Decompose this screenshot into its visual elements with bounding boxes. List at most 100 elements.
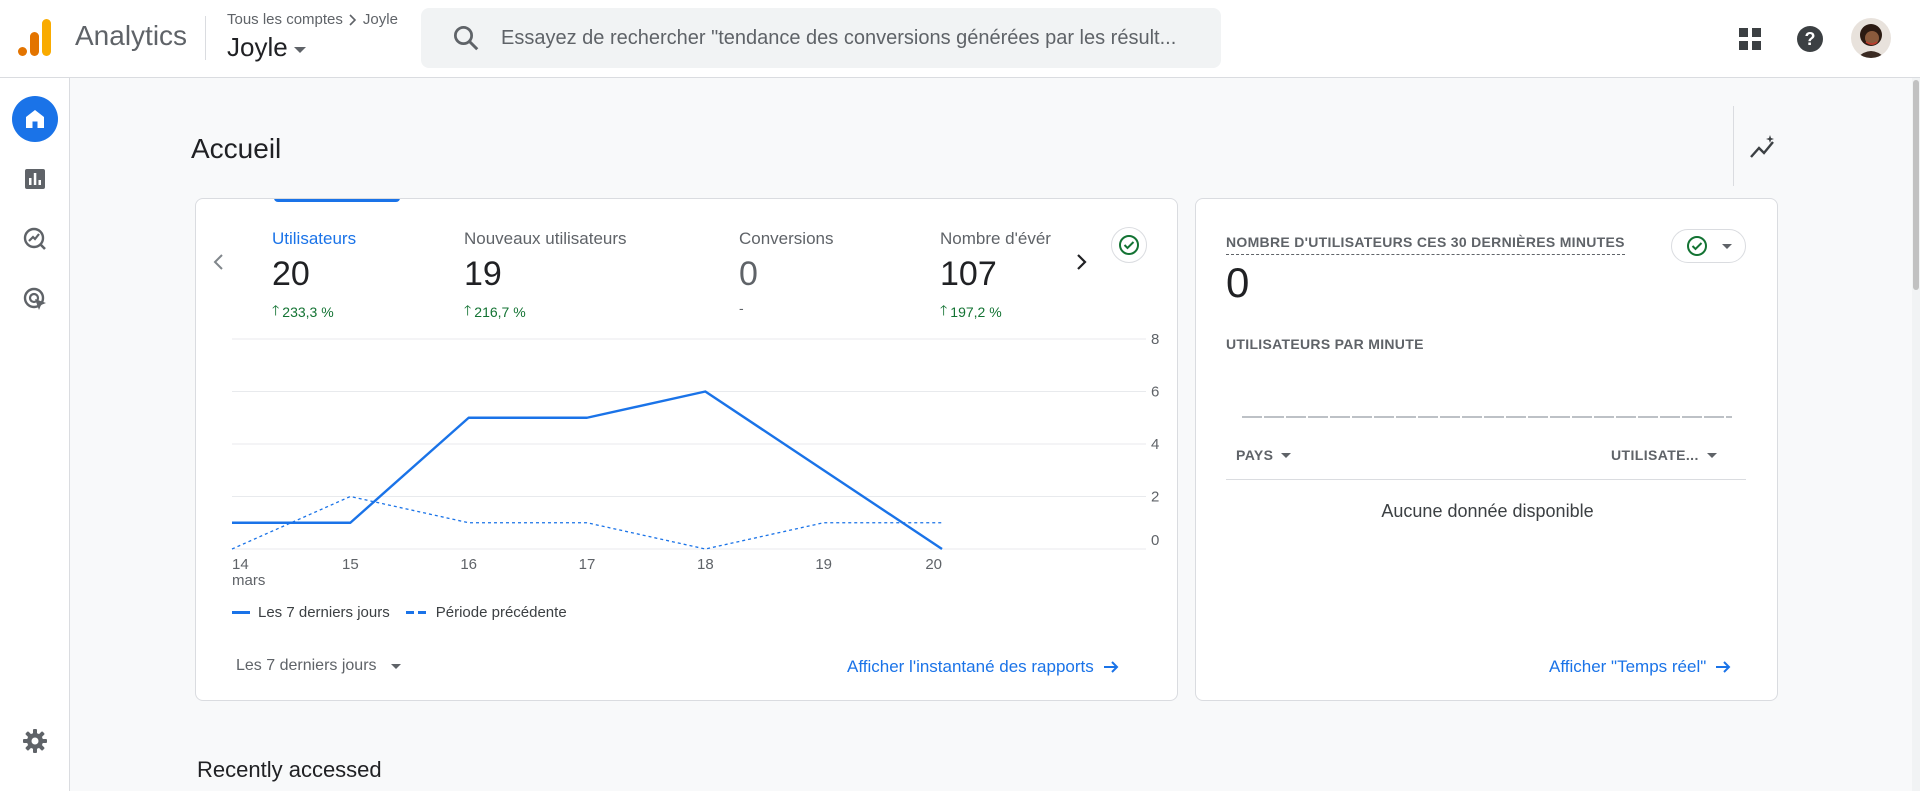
page-scrollbar[interactable]: [1912, 78, 1920, 791]
metric-label: Utilisateurs: [272, 229, 357, 248]
link-label: Afficher l'instantané des rapports: [847, 657, 1094, 676]
x-tick-label: 20: [925, 556, 942, 573]
x-axis-month-label: mars: [232, 572, 265, 589]
x-tick-label: 19: [815, 556, 832, 573]
column-users[interactable]: UTILISATE...: [1611, 447, 1717, 463]
recently-accessed-heading: Recently accessed: [197, 757, 382, 782]
bar-chart-icon: [25, 169, 45, 189]
caret-down-icon: [1721, 243, 1732, 249]
apps-icon[interactable]: [1730, 19, 1770, 59]
data-quality-button[interactable]: [1111, 227, 1147, 263]
caret-down-icon: [1281, 452, 1292, 458]
ads-icon: [23, 287, 46, 310]
metric-delta: 🡑 197,2 %: [940, 300, 1058, 324]
insights-icon: [1750, 135, 1774, 158]
legend-current: Les 7 derniers jours: [258, 604, 390, 621]
metric-users[interactable]: Utilisateurs 20 🡑 233,3 %: [272, 229, 356, 324]
arrow-up-icon: 🡑: [272, 302, 280, 318]
realtime-value: 0: [1226, 259, 1250, 306]
active-tab-indicator: [274, 199, 400, 202]
chevron-right-icon: [349, 13, 357, 26]
metric-value: 20: [272, 255, 310, 293]
overview-card: Utilisateurs 20 🡑 233,3 % Nouveaux utilis…: [195, 198, 1178, 701]
x-tick-label: 18: [697, 556, 714, 573]
y-tick-label: 8: [1151, 331, 1159, 348]
realtime-card: NOMBRE D'UTILISATEURS CES 30 DERNIÈRES M…: [1195, 198, 1778, 701]
caret-down-icon: [1706, 452, 1717, 458]
column-country[interactable]: PAYS: [1236, 447, 1292, 463]
home-icon: [26, 110, 44, 128]
arrow-up-icon: 🡑: [940, 302, 948, 318]
legend-solid-swatch: [232, 611, 250, 614]
date-range-dropdown[interactable]: Les 7 derniers jours: [236, 657, 401, 675]
caret-down-icon: [293, 46, 306, 53]
chevron-left-icon: [213, 254, 223, 270]
y-tick-label: 2: [1151, 489, 1159, 506]
x-tick-label: 15: [342, 556, 359, 573]
app-name: Analytics: [75, 20, 188, 51]
metric-label: Nombre d'évér: [940, 229, 1051, 248]
view-realtime-link[interactable]: Afficher "Temps réel": [1549, 657, 1732, 677]
x-tick-label: 17: [579, 556, 596, 573]
y-tick-label: 4: [1151, 436, 1159, 453]
avatar[interactable]: [1851, 18, 1891, 58]
check-circle-icon: [1686, 236, 1707, 256]
svg-text:?: ?: [1805, 29, 1816, 49]
next-metric-button[interactable]: [1066, 242, 1096, 282]
nav-settings[interactable]: [12, 718, 58, 764]
metric-value: 107: [940, 255, 997, 293]
breadcrumb[interactable]: Tous les comptes Joyle: [227, 11, 398, 28]
check-circle-icon: [1119, 235, 1139, 255]
prev-metric-button[interactable]: [204, 242, 234, 282]
header-divider: [205, 16, 206, 60]
realtime-quality-dropdown[interactable]: [1671, 229, 1746, 263]
nav-reports[interactable]: [12, 156, 58, 202]
realtime-title[interactable]: NOMBRE D'UTILISATEURS CES 30 DERNIÈRES M…: [1226, 234, 1625, 255]
metric-delta: 🡑 233,3 %: [272, 300, 356, 324]
scrollbar-thumb[interactable]: [1913, 80, 1919, 290]
insights-divider: [1733, 106, 1734, 186]
gear-icon: [23, 729, 47, 753]
explore-icon: [23, 227, 46, 250]
property-selector[interactable]: Joyle: [227, 32, 306, 63]
metric-conversions[interactable]: Conversions 0 -: [739, 229, 834, 316]
breadcrumb-account[interactable]: Tous les comptes: [227, 11, 343, 28]
view-reports-snapshot-link[interactable]: Afficher l'instantané des rapports: [847, 657, 1120, 677]
arrow-right-icon: [1716, 661, 1731, 673]
nav-home[interactable]: [12, 96, 58, 142]
y-tick-label: 0: [1151, 532, 1159, 549]
chevron-right-icon: [1077, 254, 1087, 270]
current-period-line: [232, 390, 943, 550]
search-icon: [454, 26, 479, 51]
legend-previous: Période précédente: [435, 604, 567, 621]
legend-dashed-swatch: [405, 611, 428, 614]
metric-value: 19: [464, 255, 502, 293]
metric-value: 0: [739, 255, 758, 293]
property-name: Joyle: [227, 32, 288, 62]
metric-new-users[interactable]: Nouveaux utilisateurs 19 🡑 216,7 %: [464, 229, 627, 324]
arrow-right-icon: [1103, 661, 1119, 673]
table-divider: [1226, 479, 1746, 480]
metric-event-count[interactable]: Nombre d'évér 107 🡑 197,2 %: [940, 229, 1058, 324]
arrow-up-icon: 🡑: [464, 302, 472, 318]
help-icon[interactable]: ?: [1790, 19, 1830, 59]
search-bar[interactable]: [421, 8, 1221, 68]
users-per-minute-sparkline: [1242, 416, 1732, 418]
caret-down-icon: [390, 663, 401, 669]
search-input[interactable]: [501, 26, 1221, 50]
top-bar: Analytics Tous les comptes Joyle Joyle ?: [0, 0, 1920, 78]
y-tick-label: 6: [1151, 384, 1159, 401]
nav-explore[interactable]: [12, 216, 58, 262]
nav-advertising[interactable]: [12, 276, 58, 322]
previous-period-line: [231, 495, 942, 550]
insights-button[interactable]: [1745, 130, 1781, 166]
metric-label: Nouveaux utilisateurs: [464, 229, 627, 248]
page-title: Accueil: [191, 133, 282, 164]
realtime-subtitle: UTILISATEURS PAR MINUTE: [1226, 336, 1424, 352]
x-tick-label: 14: [232, 556, 249, 573]
breadcrumb-property[interactable]: Joyle: [362, 11, 398, 28]
analytics-logo[interactable]: [18, 19, 52, 57]
metric-delta: -: [739, 300, 744, 316]
link-label: Afficher "Temps réel": [1549, 657, 1707, 676]
